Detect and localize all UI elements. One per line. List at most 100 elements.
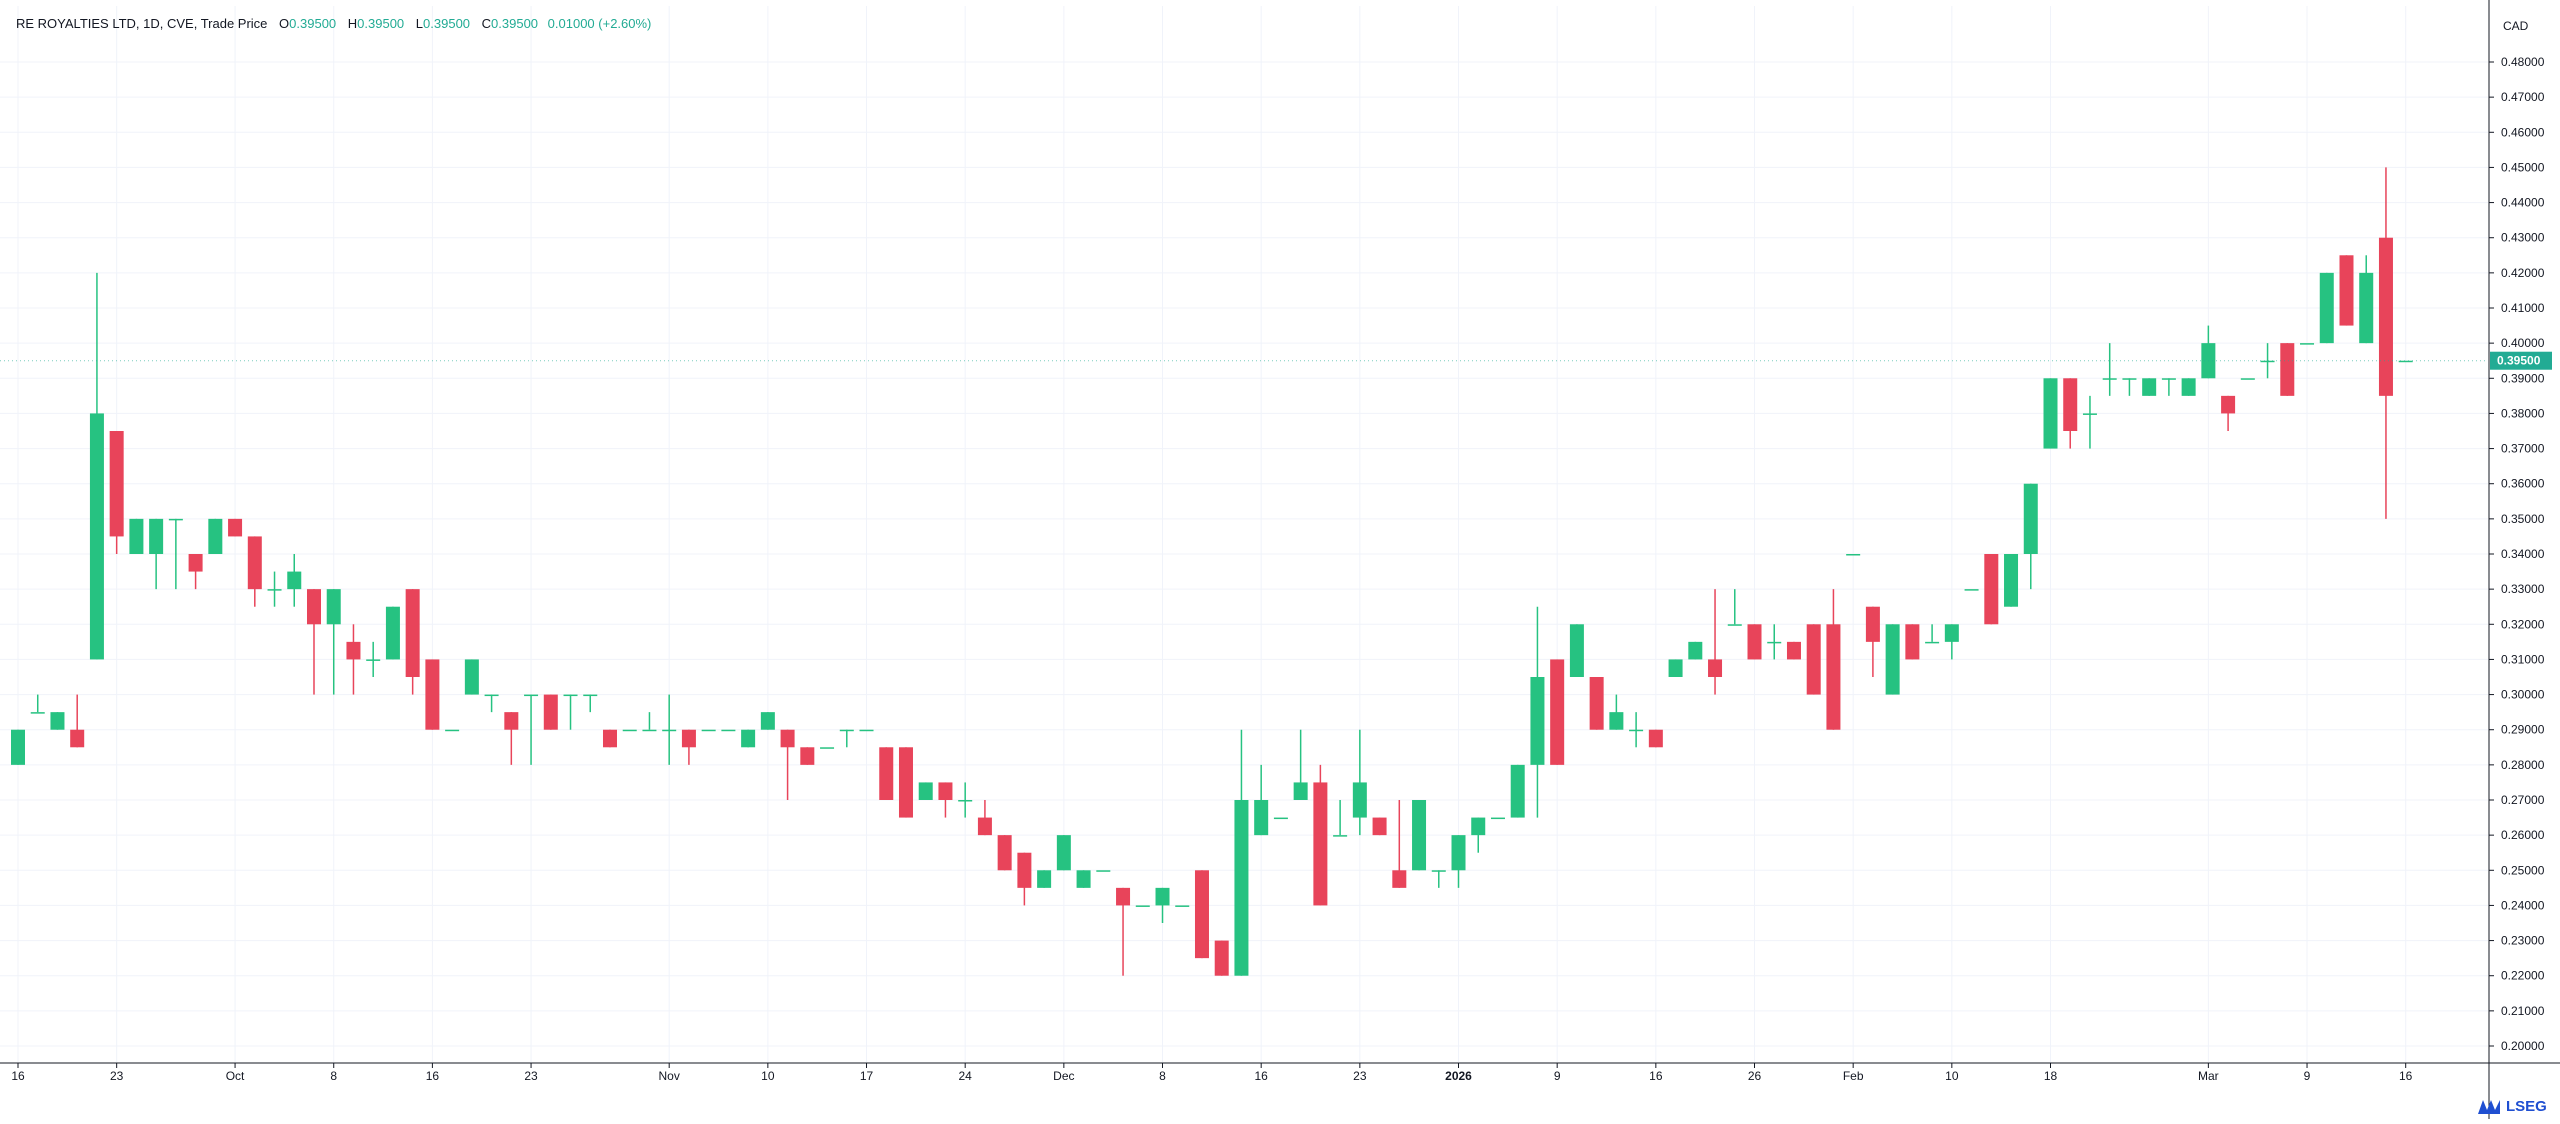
candle <box>2241 378 2255 380</box>
candle <box>1530 607 1544 818</box>
candle-body <box>268 589 282 591</box>
candle-body <box>169 519 183 521</box>
candle <box>90 273 104 660</box>
time-axis[interactable]: 16 23 Oct 8 16 23 Nov 10 17 24 Dec 8 16 23 2026 9 16 26 Fe… <box>11 1063 2412 1083</box>
y-tick-label: 0.44000 <box>2501 196 2545 210</box>
candle-body <box>1452 835 1466 870</box>
candle <box>1452 835 1466 888</box>
candle-body <box>1767 642 1781 644</box>
candle <box>208 519 222 554</box>
candle <box>1984 554 1998 624</box>
x-tick-label: 16 <box>1254 1069 1268 1083</box>
candle <box>1669 659 1683 677</box>
candle <box>938 782 952 817</box>
candle-body <box>327 589 341 624</box>
x-tick-label: 26 <box>1748 1069 1762 1083</box>
candle <box>366 642 380 677</box>
high-value: 0.39500 <box>357 16 404 31</box>
candle-body <box>2221 396 2235 414</box>
candle-body <box>1017 853 1031 888</box>
candle-body <box>1550 659 1564 764</box>
candle <box>1965 589 1979 591</box>
candle <box>682 730 696 765</box>
candle-body <box>2359 273 2373 343</box>
candle-body <box>1807 624 1821 694</box>
candle <box>129 519 143 554</box>
high-label: H <box>348 16 357 31</box>
candle-body <box>1945 624 1959 642</box>
y-tick-label: 0.40000 <box>2501 336 2545 350</box>
candle <box>919 782 933 800</box>
candle-body <box>623 730 637 732</box>
candle-body <box>1373 818 1387 836</box>
candle <box>2379 167 2393 518</box>
candle-body <box>11 730 25 765</box>
candle <box>2043 378 2057 448</box>
x-tick-label: 16 <box>1649 1069 1663 1083</box>
candle-body <box>2142 378 2156 396</box>
y-tick-label: 0.35000 <box>2501 512 2545 526</box>
candle-body <box>1096 870 1110 872</box>
candle <box>2201 326 2215 379</box>
candle <box>583 695 597 713</box>
candle <box>2300 343 2314 345</box>
candle-body <box>1708 659 1722 677</box>
candle <box>1491 818 1505 820</box>
candle <box>406 589 420 694</box>
candle <box>228 519 242 537</box>
y-tick-label: 0.28000 <box>2501 758 2545 772</box>
candle <box>2359 255 2373 343</box>
candle <box>1274 818 1288 820</box>
x-tick-label: 9 <box>2304 1069 2311 1083</box>
y-tick-label: 0.31000 <box>2501 652 2545 666</box>
x-tick-label: 10 <box>761 1069 775 1083</box>
candle <box>2004 554 2018 607</box>
candle <box>2182 378 2196 396</box>
candle-body <box>2320 273 2334 343</box>
candle <box>1412 800 1426 870</box>
candle-body <box>1570 624 1584 677</box>
candle-body <box>938 782 952 800</box>
y-tick-label: 0.23000 <box>2501 934 2545 948</box>
candle <box>1945 624 1959 659</box>
candle <box>1313 765 1327 906</box>
x-tick-label: 10 <box>1945 1069 1959 1083</box>
candle <box>485 695 499 713</box>
x-tick-label: Oct <box>226 1069 245 1083</box>
candle-body <box>1905 624 1919 659</box>
x-tick-label: 16 <box>11 1069 25 1083</box>
x-tick-label: 23 <box>524 1069 538 1083</box>
candle <box>840 730 854 748</box>
candle <box>1807 624 1821 694</box>
candle <box>1195 870 1209 958</box>
y-tick-label: 0.24000 <box>2501 898 2545 912</box>
candle <box>564 695 578 730</box>
candle <box>1432 870 1446 888</box>
candle <box>2339 255 2353 325</box>
x-tick-label: Nov <box>659 1069 680 1083</box>
candle-body <box>1984 554 1998 624</box>
candle-body <box>702 730 716 732</box>
lseg-logo[interactable]: LSEG <box>2478 1098 2547 1115</box>
price-axis[interactable]: 0.20000 0.21000 0.22000 0.23000 0.24000 0.250… <box>2489 55 2545 1053</box>
candle <box>2221 396 2235 431</box>
candle <box>1511 765 1525 818</box>
last-price-marker: 0.39500 <box>0 352 2552 370</box>
candle <box>445 730 459 732</box>
candle-body <box>1748 624 1762 659</box>
candle-body <box>287 572 301 590</box>
candle-body <box>2339 255 2353 325</box>
candle <box>287 554 301 607</box>
candles <box>11 167 2413 975</box>
candle-body <box>1156 888 1170 906</box>
candle-body <box>544 695 558 730</box>
x-tick-label: 8 <box>330 1069 337 1083</box>
candle-body <box>2379 238 2393 396</box>
candle-body <box>465 659 479 694</box>
y-tick-label: 0.47000 <box>2501 90 2545 104</box>
x-tick-label: 9 <box>1554 1069 1561 1083</box>
candle <box>1649 730 1663 748</box>
y-tick-label: 0.43000 <box>2501 231 2545 245</box>
